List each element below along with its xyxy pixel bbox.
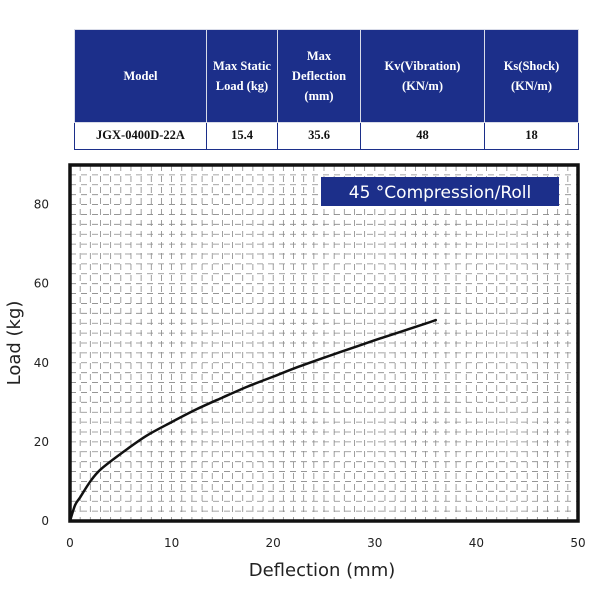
x-tick-label: 40	[469, 536, 484, 550]
x-tick-label: 10	[164, 536, 179, 550]
chart-grid	[70, 165, 578, 521]
x-tick-label: 30	[367, 536, 382, 550]
y-tick-label: 80	[34, 198, 49, 212]
chart-title-badge	[321, 177, 559, 206]
header-max-deflection: Max Deflection (mm)	[277, 29, 361, 123]
cell-max-static-load: 15.4	[206, 121, 278, 151]
cell-kv-vibration: 48	[360, 121, 485, 151]
x-tick-label: 20	[266, 536, 281, 550]
axis-ticks: 0 10 20 30 40 50 0 20 40 60 80	[34, 198, 586, 550]
header-model: Model	[74, 29, 207, 123]
cell-ks-shock: 18	[484, 121, 579, 151]
series-curve-load-deflection	[68, 318, 438, 523]
header-max-static-load: Max Static Load (kg)	[206, 29, 278, 123]
header-ks-shock: Ks(Shock) (KN/m)	[484, 29, 579, 123]
spec-table: Model Max Static Load (kg) Max Deflectio…	[74, 29, 579, 151]
cell-model: JGX-0400D-22A	[74, 121, 207, 151]
x-tick-label: 50	[570, 536, 585, 550]
x-axis-title: Deflection (mm)	[249, 560, 396, 581]
y-axis-title: Load (kg)	[4, 301, 25, 386]
y-tick-label: 60	[34, 277, 49, 291]
x-tick-label: 0	[66, 536, 74, 550]
header-kv-vibration: Kv(Vibration) (KN/m)	[360, 29, 485, 123]
cell-max-deflection: 35.6	[277, 121, 361, 151]
chart-title: 45 °Compression/Roll	[349, 183, 531, 203]
y-tick-label: 20	[34, 435, 49, 449]
plot-frame	[68, 163, 580, 523]
y-tick-label: 40	[34, 356, 49, 370]
y-tick-label: 0	[41, 514, 49, 528]
